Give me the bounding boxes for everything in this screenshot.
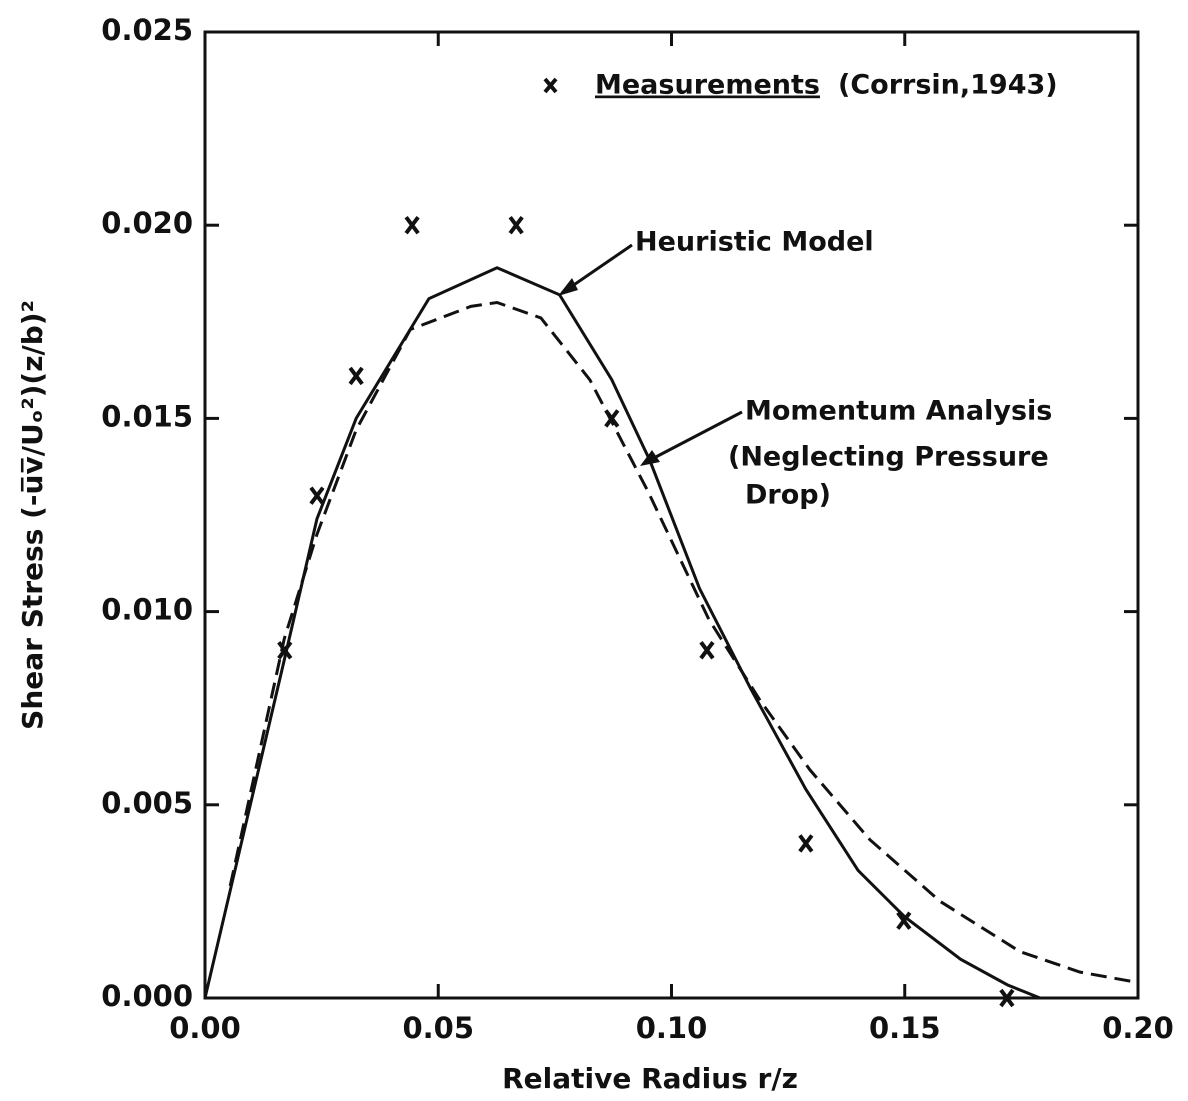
marker-stroke (798, 834, 814, 853)
marker-stroke (604, 409, 620, 428)
curve (228, 300, 1139, 985)
x-tick-label: 0.00 (169, 1011, 241, 1045)
annotation: Drop) (745, 480, 831, 511)
marker-stroke (699, 641, 715, 660)
x-tick-label: 0.15 (869, 1011, 941, 1045)
data-point (699, 641, 715, 660)
y-tick-label: 0.000 (101, 979, 193, 1013)
y-tick-label: 0.020 (101, 206, 193, 240)
y-tick-label: 0.025 (101, 13, 193, 47)
curve-label: Momentum Analysis (745, 396, 1052, 427)
data-point (404, 215, 420, 235)
marker-stroke (404, 215, 420, 235)
x-tick-label: 0.05 (402, 1011, 474, 1045)
data-point (999, 988, 1015, 1008)
x-tick-label: 0.20 (1102, 1011, 1174, 1045)
pointer-arrow (649, 410, 743, 462)
data-point (798, 834, 814, 853)
y-axis-label: Shear Stress (-u̅v̅/Uₒ²)(z/b)² (16, 300, 49, 730)
marker-stroke (896, 911, 912, 930)
legend: Measurements (Corrsin,1943) (543, 70, 1058, 101)
annotation: (Neglecting Pressure (728, 442, 1049, 473)
data-point (896, 911, 912, 930)
annotation: (Corrsin,1943) (838, 70, 1058, 101)
curve-label: Heuristic Model (635, 227, 874, 258)
curve (203, 266, 1041, 1000)
arrow-head (558, 278, 578, 296)
data-point (348, 366, 364, 386)
x-axis-label: Relative Radius r/z (502, 1062, 798, 1095)
marker-stroke (348, 366, 364, 386)
marker-stroke (508, 215, 524, 235)
x-tick-label: 0.10 (636, 1011, 708, 1045)
marker-stroke (309, 486, 325, 505)
y-tick-label: 0.005 (101, 786, 193, 820)
data-point (309, 486, 325, 505)
data-point (508, 215, 524, 235)
marker-stroke (999, 988, 1015, 1008)
y-tick-label: 0.015 (101, 399, 193, 433)
y-tick-label: 0.010 (101, 593, 193, 627)
legend-marker (543, 77, 558, 94)
legend-label: Measurements (595, 70, 820, 101)
